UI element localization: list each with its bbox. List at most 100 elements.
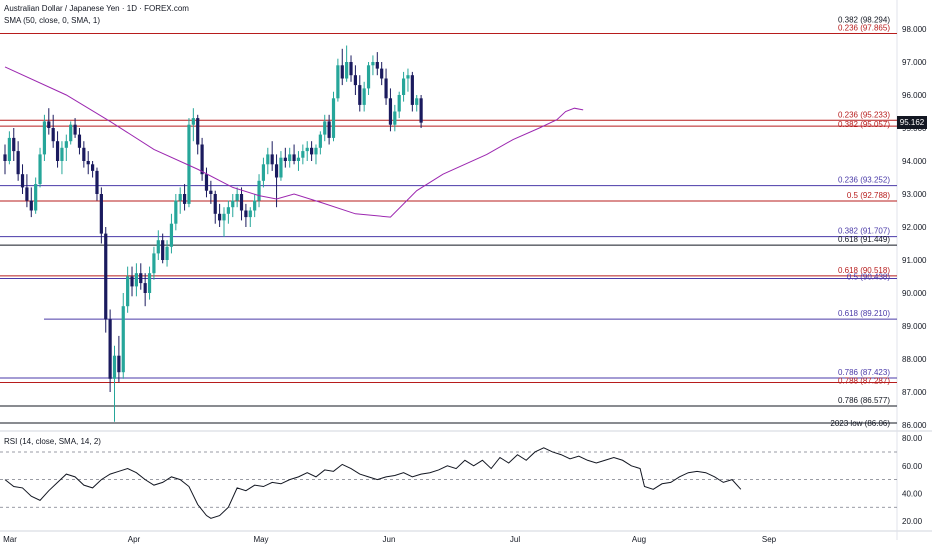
candle-body (218, 213, 222, 221)
candle-body (112, 355, 117, 379)
candle-body (99, 194, 103, 234)
candle-body (169, 223, 174, 247)
fib-level-label: 0.788 (87.287) (838, 377, 890, 386)
candle-body (388, 98, 393, 125)
candle-body (235, 194, 239, 201)
candle-body (310, 147, 314, 155)
rsi-indicator-label: RSI (14, close, SMA, 14, 2) (4, 437, 101, 446)
candle-body (152, 253, 156, 274)
candle-body (226, 207, 230, 214)
candle-body (29, 200, 33, 211)
price-tick-label: 94.000 (902, 157, 927, 166)
candle-body (397, 95, 401, 112)
candle-body (244, 210, 248, 218)
candle-body (156, 240, 160, 254)
candle-body (64, 141, 68, 148)
candle-body (121, 306, 125, 373)
current-price-tag: 95.162 (897, 116, 927, 129)
candle-body (147, 273, 152, 293)
candle-body (305, 147, 309, 152)
fib-level-label: 0.382 (91.707) (838, 227, 890, 236)
rsi-line (4, 447, 742, 519)
candle-body (139, 273, 143, 284)
candle-body (38, 154, 42, 185)
fib-level-label: 0.236 (95.233) (838, 110, 890, 119)
candle-body (126, 276, 130, 307)
price-tick-label: 92.000 (902, 223, 927, 232)
time-tick-label: Sep (762, 535, 777, 544)
candle-body (318, 134, 322, 148)
candle-body (178, 194, 182, 201)
candle-body (274, 164, 279, 178)
fib-level-label: 0.618 (89.210) (838, 309, 890, 318)
candle-body (182, 194, 187, 204)
price-tick-label: 87.000 (902, 388, 927, 397)
candle-body (213, 194, 217, 214)
candle-body (77, 134, 82, 148)
candle-body (91, 164, 95, 171)
candle-body (248, 210, 252, 218)
candle-body (47, 121, 51, 128)
price-tick-label: 96.000 (902, 91, 927, 100)
price-tick-label: 93.000 (902, 190, 927, 199)
candle-body (196, 118, 200, 145)
candle-body (283, 157, 287, 161)
price-axis: 86.000 87.000 88.000 89.000 90.000 91.000 92.0… (902, 25, 927, 430)
candle-body (34, 184, 38, 211)
candle-body (95, 170, 99, 194)
candle-body (3, 154, 7, 161)
time-tick-label: Mar (3, 535, 17, 544)
candle-body (104, 233, 108, 320)
price-tick-label: 98.000 (902, 25, 927, 34)
time-tick-label: Jul (510, 535, 520, 544)
candle-body (279, 157, 283, 178)
candle-body (393, 111, 397, 125)
candle-body (82, 147, 86, 161)
candle-body (331, 98, 336, 138)
candle-body (161, 240, 165, 260)
fib-level-label: 0.786 (86.577) (838, 396, 890, 405)
candle-body (323, 121, 327, 135)
fib-level-label: 0.786 (87.423) (838, 368, 890, 377)
candle-body (222, 213, 226, 221)
candle-body (358, 85, 362, 105)
candle-body (165, 246, 169, 260)
candle-body (288, 154, 292, 161)
candle-body (20, 174, 25, 188)
time-tick-label: May (253, 535, 268, 544)
fib-level-label: 0.5 (90.438) (847, 273, 890, 282)
candle-body (42, 121, 47, 155)
candle-body (60, 147, 64, 161)
candle-body (353, 75, 357, 86)
candle-body (187, 124, 191, 204)
price-tick-label: 97.000 (902, 58, 927, 67)
time-tick-label: Jun (383, 535, 396, 544)
candle-body (12, 137, 16, 152)
candle-body (406, 75, 410, 79)
candle-body (174, 200, 178, 224)
price-tick-label: 90.000 (902, 289, 927, 298)
time-axis: Mar Apr May Jun Jul Aug Sep (3, 535, 777, 544)
candle-body (73, 124, 77, 135)
candle-body (296, 157, 301, 161)
candle-body (410, 75, 414, 105)
candle-body (349, 62, 353, 76)
candle-body (239, 194, 244, 211)
time-tick-label: Aug (632, 535, 646, 544)
rsi-tick-label: 20.00 (902, 517, 923, 526)
candle-body (366, 65, 371, 89)
rsi-tick-label: 60.00 (902, 462, 923, 471)
fib-level-label: 0.382 (95.057) (838, 120, 890, 129)
candle-body (209, 190, 213, 194)
fibonacci-levels: 0.382 (98.294)0.236 (97.865) 0.236 (95.23… (0, 15, 897, 428)
candle-body (345, 62, 349, 79)
candle-body (134, 273, 138, 287)
candle-body (266, 154, 270, 165)
fib-level-label: 0.236 (93.252) (838, 176, 890, 185)
sma-50-series (4, 66, 584, 218)
candle-body (51, 128, 55, 142)
rsi-pane: 20.00 40.00 60.00 80.00 (0, 434, 923, 526)
candle-body (86, 161, 90, 165)
